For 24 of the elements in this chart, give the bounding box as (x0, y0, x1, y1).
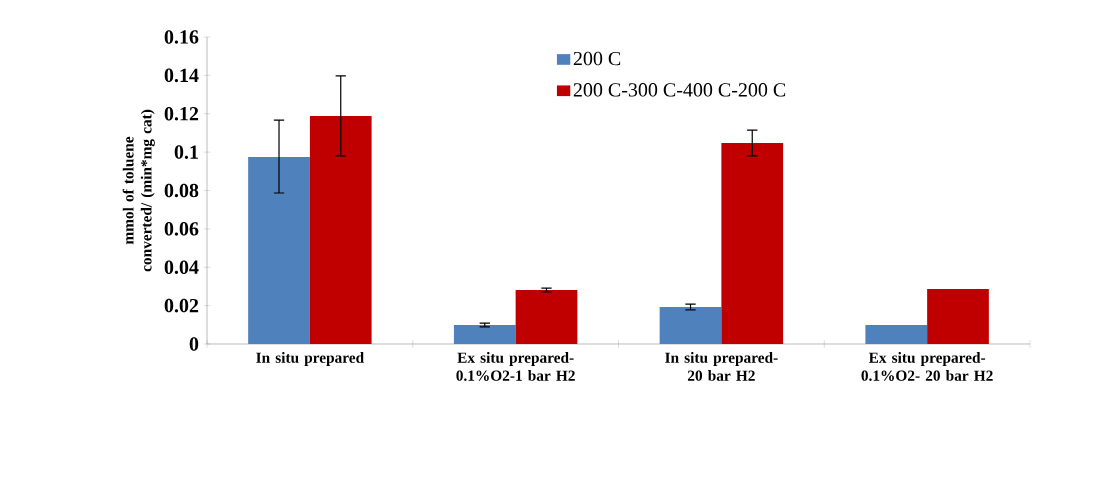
legend-label: 200 C-300 C-400 C-200 C (573, 83, 786, 97)
bar (927, 288, 989, 344)
y-tick-label: 0.14 (164, 68, 199, 83)
y-tick-label: 0.04 (164, 260, 199, 275)
bar (721, 143, 784, 344)
y-tick-label: 0.08 (164, 183, 199, 198)
y-tick-label: 0.06 (164, 222, 199, 236)
y-tick-label: 0.1 (174, 145, 198, 159)
x-tick-label: In situ prepared-20 bar H2 (665, 352, 778, 381)
bar (309, 116, 372, 344)
bar (453, 325, 516, 344)
bar (248, 157, 310, 344)
x-tick-label: Ex situ prepared-0.1%O2-1 bar H2 (456, 352, 575, 381)
y-tick-label: 0 (189, 337, 199, 351)
bar (659, 306, 722, 344)
x-tick-label: In situ prepared (256, 352, 364, 366)
y-axis-title: mmol of toluene converted/ (min*mg cat) (122, 109, 155, 272)
y-tick-label: 0.12 (164, 106, 199, 121)
bar (865, 325, 928, 344)
bar (515, 290, 578, 344)
x-tick-label: Ex situ prepared-0.1%O2- 20 bar H2 (861, 352, 993, 381)
y-tick-label: 0.16 (164, 30, 199, 44)
y-tick-label: 0.02 (164, 298, 199, 313)
legend-label: 200 C (573, 51, 621, 66)
